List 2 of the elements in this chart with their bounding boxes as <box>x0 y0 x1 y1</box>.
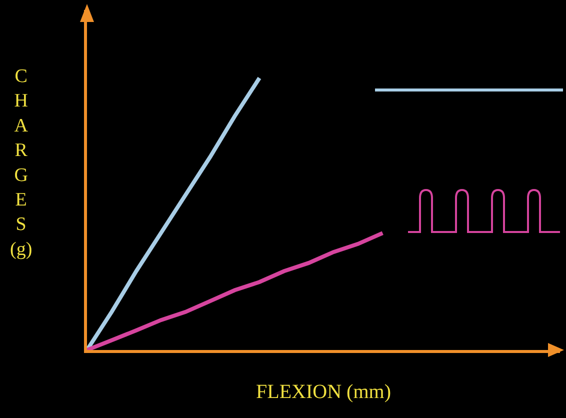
y-axis-title: CHARGES (g) <box>10 66 32 260</box>
x-axis-title: FLEXION (mm) <box>256 380 391 403</box>
